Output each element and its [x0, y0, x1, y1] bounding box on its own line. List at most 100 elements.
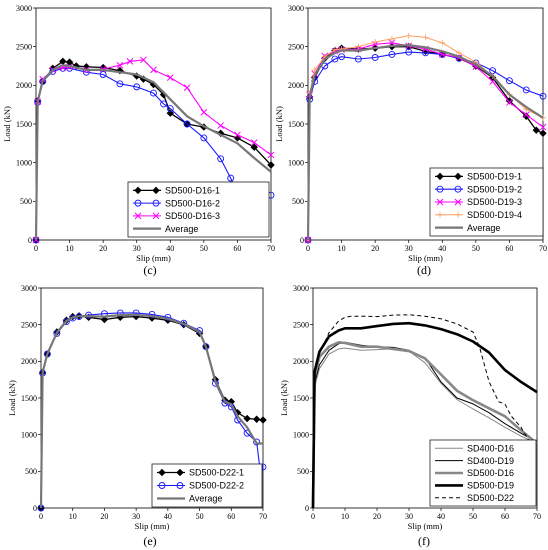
y-tick-label: 0	[33, 504, 37, 513]
data-point	[522, 86, 530, 94]
x-tick-label: 10	[66, 244, 74, 253]
x-tick-label: 10	[69, 512, 77, 521]
y-tick-label: 1000	[288, 158, 304, 167]
legend-marker	[158, 468, 166, 477]
data-point	[505, 77, 513, 85]
y-tick-label: 1500	[293, 394, 309, 403]
data-point	[311, 66, 318, 73]
y-tick-label: 1000	[16, 158, 32, 167]
x-tick-label: 0	[311, 512, 315, 521]
legend-label: SD500-D19	[467, 481, 514, 491]
series-line	[311, 321, 538, 509]
x-axis-label: Slip (mm)	[136, 253, 171, 263]
y-tick-label: 1500	[16, 120, 32, 129]
data-point	[100, 315, 109, 324]
data-point	[388, 50, 396, 58]
data-point	[148, 310, 156, 318]
data-point	[160, 100, 168, 108]
data-point	[166, 74, 174, 81]
chart-1: 0 500 1000 1500 2000 2500 3000 0 10 20 30 40 50 60 70 S…	[274, 4, 547, 277]
series-Average	[34, 64, 272, 241]
data-point	[126, 58, 134, 65]
y-tick-label: 500	[292, 197, 304, 206]
data-point	[243, 414, 251, 423]
data-point	[116, 61, 124, 69]
data-point	[522, 111, 530, 119]
x-tick-label: 20	[371, 244, 379, 253]
data-point	[150, 89, 157, 97]
x-tick-label: 30	[405, 512, 413, 521]
y-tick-label: 3000	[16, 4, 32, 13]
x-tick-label: 0	[39, 512, 43, 521]
data-point	[405, 48, 413, 56]
y-axis-label: Load (kN)	[279, 380, 289, 416]
legend-label: SD500-D19-4	[467, 210, 522, 220]
series-line	[39, 313, 263, 509]
y-tick-label: 500	[297, 467, 309, 476]
x-tick-label: 20	[100, 512, 108, 521]
data-point	[321, 62, 329, 70]
legend-label: Average	[189, 494, 222, 504]
y-axis-label: Load (kN)	[274, 106, 284, 142]
data-point	[227, 174, 235, 182]
y-tick-label: 1500	[288, 120, 304, 129]
chart-3: 0 500 1000 1500 2000 2500 3000 0 10 20 30 40 50 60 70 S…	[279, 284, 541, 548]
legend-label: SD500-D19-1	[467, 172, 522, 182]
data-point	[166, 109, 174, 117]
panel-label: (c)	[143, 263, 156, 277]
legend-label: SD500-D16	[467, 468, 514, 478]
series-line	[34, 64, 272, 241]
x-tick-label: 60	[505, 244, 513, 253]
series-SD500-D19	[311, 321, 538, 509]
data-point	[267, 151, 275, 159]
x-tick-label: 10	[341, 512, 349, 521]
legend-label: SD500-D22-2	[189, 481, 244, 491]
data-point	[532, 126, 540, 134]
legend-marker	[134, 199, 142, 207]
y-tick-label: 500	[25, 467, 37, 476]
legend-label: SD500-D16-3	[165, 211, 220, 221]
data-point	[267, 161, 275, 169]
data-point	[133, 83, 141, 91]
legend-marker	[158, 482, 166, 489]
data-point	[217, 122, 224, 129]
data-point	[166, 105, 174, 112]
data-point	[252, 415, 261, 423]
data-point	[422, 49, 429, 57]
legend-label: SD500-D22	[467, 493, 514, 503]
x-tick-label: 70	[539, 244, 547, 253]
legend: SD500-D19-1 SD500-D19-2 SD500-D19-3 SD500-D…	[429, 167, 544, 237]
data-point	[116, 80, 124, 88]
data-point	[250, 139, 258, 146]
y-tick-label: 3000	[21, 284, 37, 293]
y-tick-label: 0	[28, 236, 32, 245]
x-tick-label: 50	[196, 512, 204, 521]
series-SD500-D22	[312, 314, 537, 509]
x-tick-label: 40	[438, 244, 446, 253]
data-point	[200, 134, 208, 142]
legend-label: Average	[165, 224, 198, 234]
data-point	[539, 129, 547, 137]
data-point	[355, 43, 362, 50]
legend: SD400-D16 SD400-D19 SD500-D16 SD500-D19 SD50…	[429, 439, 537, 507]
data-point	[53, 330, 61, 337]
y-tick-label: 1000	[21, 430, 37, 439]
series-Average	[39, 313, 263, 509]
y-tick-label: 2000	[288, 81, 304, 90]
legend-label: SD400-D16	[467, 443, 514, 453]
series-Average	[306, 44, 544, 241]
y-tick-label: 2500	[293, 320, 309, 329]
data-point	[234, 131, 241, 139]
y-tick-label: 500	[20, 197, 32, 206]
legend: SD500-D16-1 SD500-D16-2 SD500-D16-3 Average	[127, 181, 270, 238]
x-tick-label: 30	[405, 244, 413, 253]
data-point	[99, 71, 107, 78]
legend-marker	[152, 186, 160, 195]
x-tick-label: 70	[533, 512, 541, 521]
legend-marker	[436, 185, 444, 193]
x-tick-label: 40	[166, 244, 174, 253]
data-point	[250, 143, 258, 151]
y-tick-label: 2000	[293, 357, 309, 366]
x-axis-label: Slip (mm)	[408, 521, 443, 531]
